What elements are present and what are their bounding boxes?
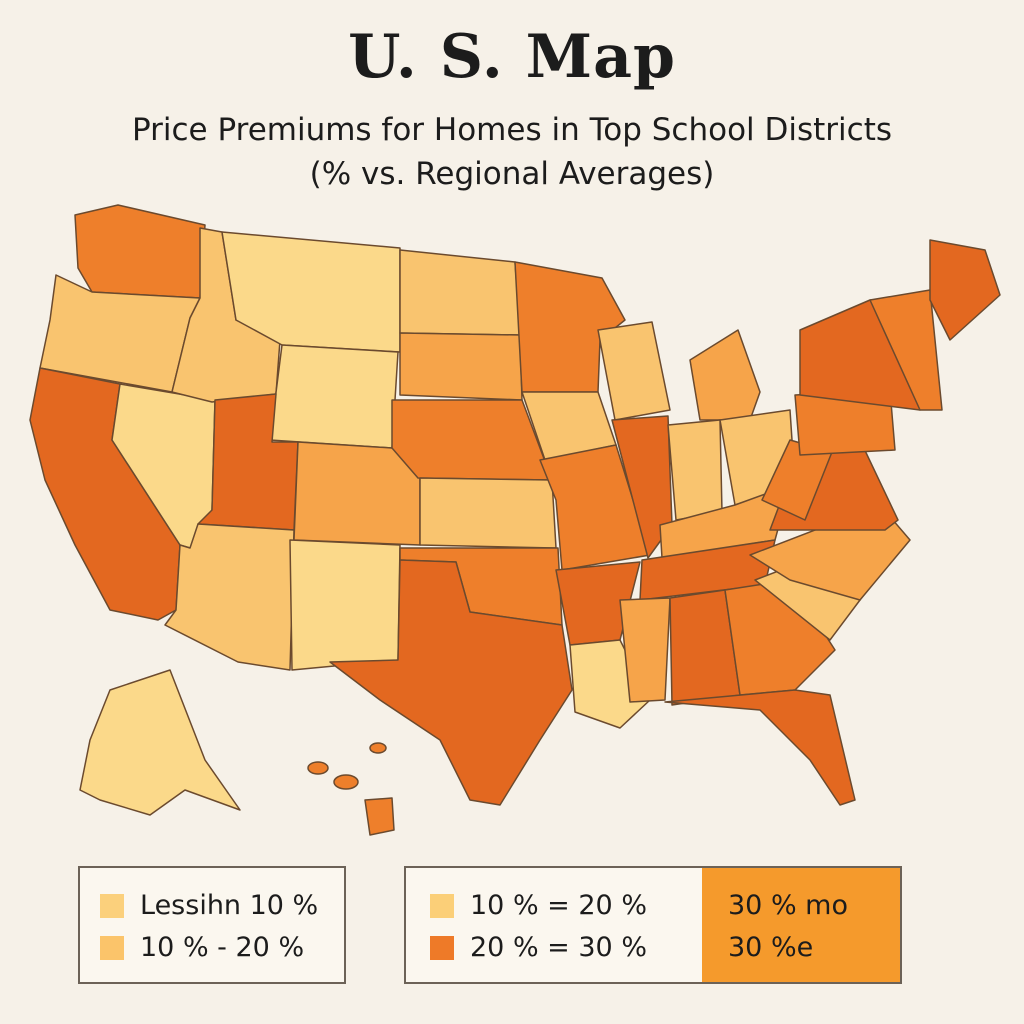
state-in xyxy=(667,419,723,521)
map-subtitle-note: (% vs. Regional Averages) xyxy=(309,156,715,192)
map-title: U. S. Map xyxy=(348,22,676,92)
state-hi xyxy=(364,797,395,836)
state-wa xyxy=(74,204,206,299)
state-ak xyxy=(79,669,241,816)
legend-label: 30 %e xyxy=(728,932,814,963)
state-fl xyxy=(664,689,856,806)
legend-swatch xyxy=(100,893,124,918)
state-ne-states xyxy=(869,289,943,411)
legend-label: 10 % - 20 % xyxy=(140,932,305,963)
state-me xyxy=(929,239,1001,341)
legend-box-right: 10 % = 20 % 20 % = 30 % 30 % mo 30 %e xyxy=(404,866,902,984)
state-ms xyxy=(619,597,671,703)
state-mi xyxy=(689,329,761,421)
hawaii-island-3 xyxy=(369,742,387,754)
state-nd xyxy=(399,249,521,336)
legend-item-10-20: 10 % - 20 % xyxy=(100,932,304,963)
state-ks xyxy=(419,477,557,549)
state-tx xyxy=(329,559,573,806)
state-sd xyxy=(399,332,523,401)
hawaii-island-1 xyxy=(307,761,329,775)
state-nm xyxy=(289,539,401,671)
legend-label: 30 % mo xyxy=(728,890,848,921)
legend-label: 20 % = 30 % xyxy=(470,932,647,963)
legend-item-30-plus: 30 % mo 30 %e xyxy=(702,868,900,982)
legend-item-less-10: Lessihn 10 % xyxy=(100,890,318,921)
state-wy xyxy=(269,344,399,449)
hawaii-island-2 xyxy=(333,774,359,790)
legend-swatch xyxy=(430,893,454,918)
legend-label: Lessihn 10 % xyxy=(140,890,319,921)
legend-item-20-30: 20 % = 30 % xyxy=(430,932,647,963)
state-wi xyxy=(597,321,671,421)
legend-box-left: Lessihn 10 % 10 % - 20 % xyxy=(78,866,346,984)
map-subtitle: Price Premiums for Homes in Top School D… xyxy=(132,112,892,148)
legend-swatch xyxy=(430,935,454,960)
state-mo xyxy=(539,444,651,571)
state-az xyxy=(164,523,295,671)
legend-item-10-20-b: 10 % = 20 % xyxy=(430,890,647,921)
legend-swatch xyxy=(100,935,124,960)
legend-label: 10 % = 20 % xyxy=(470,890,647,921)
